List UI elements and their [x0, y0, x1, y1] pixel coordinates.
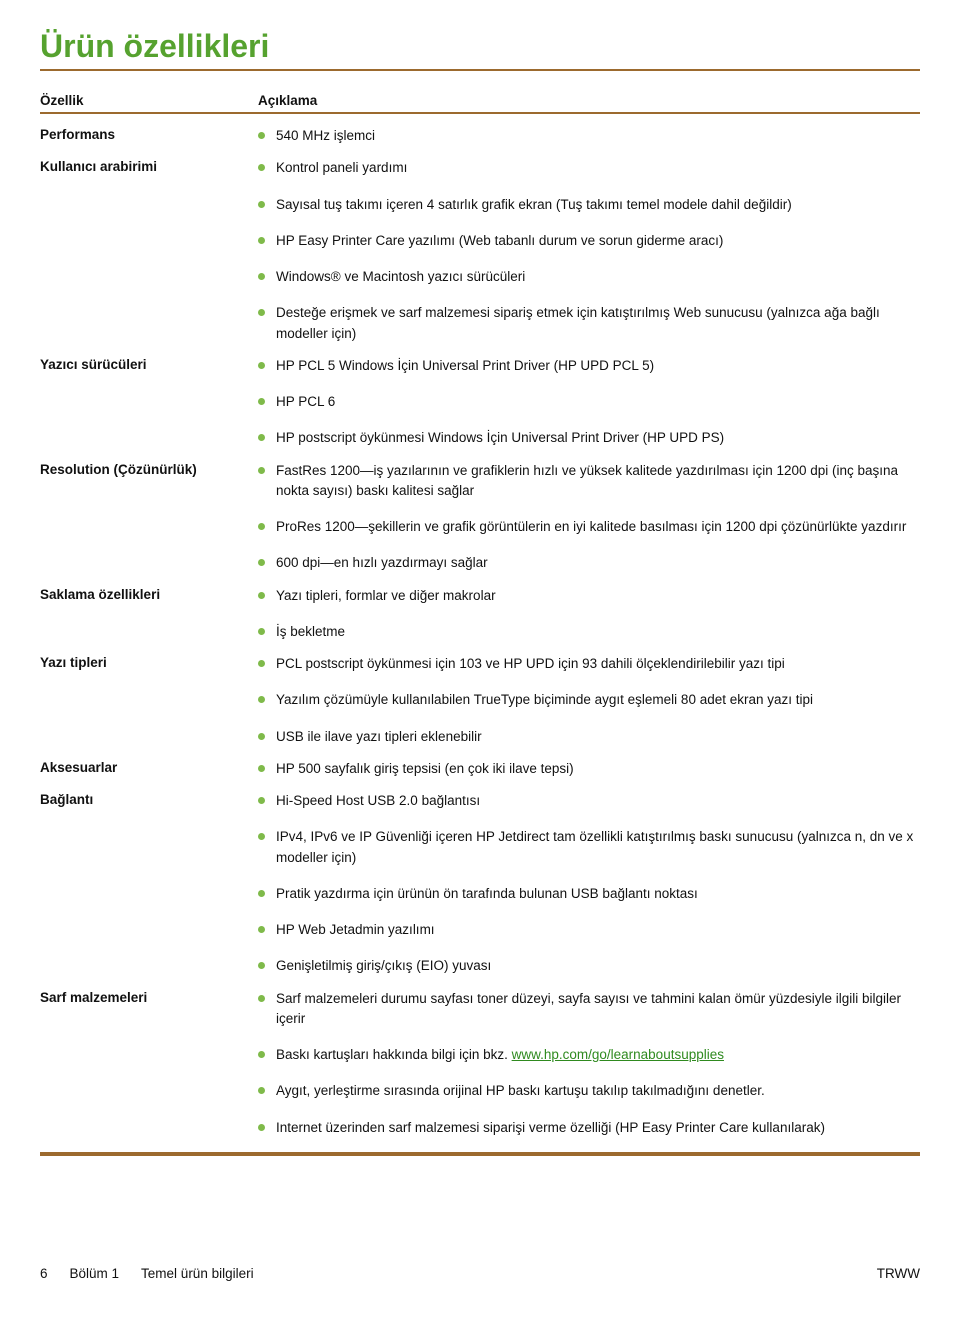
list-item: Aygıt, yerleştirme sırasında orijinal HP…: [258, 1081, 920, 1101]
list-item: HP PCL 5 Windows İçin Universal Print Dr…: [258, 356, 920, 376]
list-item: Internet üzerinden sarf malzemesi sipari…: [258, 1118, 920, 1138]
list-item: IPv4, IPv6 ve IP Güvenliği içeren HP Jet…: [258, 827, 920, 868]
table-row: Resolution (Çözünürlük)FastRes 1200—iş y…: [40, 457, 920, 582]
bullet-list: HP 500 sayfalık giriş tepsisi (en çok ik…: [258, 759, 920, 779]
list-item: FastRes 1200—iş yazılarının ve grafikler…: [258, 461, 920, 502]
bullet-list: Hi-Speed Host USB 2.0 bağlantısı IPv4, IP…: [258, 791, 920, 977]
row-label: Performans: [40, 126, 258, 152]
row-label: Bağlantı: [40, 791, 258, 983]
list-item: Pratik yazdırma için ürünün ön tarafında…: [258, 884, 920, 904]
row-label: Aksesuarlar: [40, 759, 258, 785]
row-label: Yazı tipleri: [40, 654, 258, 753]
table-row: Yazı tipleriPCL postscript öykünmesi içi…: [40, 650, 920, 755]
row-description: Yazı tipleri, formlar ve diğer makrolar İ…: [258, 586, 920, 649]
row-label: Resolution (Çözünürlük): [40, 461, 258, 580]
list-item: USB ile ilave yazı tipleri eklenebilir: [258, 727, 920, 747]
list-item: 600 dpi—en hızlı yazdırmayı sağlar: [258, 553, 920, 573]
list-item: Genişletilmiş giriş/çıkış (EIO) yuvası: [258, 956, 920, 976]
list-item: Hi-Speed Host USB 2.0 bağlantısı: [258, 791, 920, 811]
row-description: Kontrol paneli yardımı Sayısal tuş takımı…: [258, 158, 920, 350]
row-description: PCL postscript öykünmesi için 103 ve HP …: [258, 654, 920, 753]
header-col-description: Açıklama: [258, 93, 920, 108]
list-item: HP PCL 6: [258, 392, 920, 412]
title-rule: [40, 69, 920, 71]
table-row: Saklama özellikleriYazı tipleri, formlar…: [40, 582, 920, 651]
list-item: Sayısal tuş takımı içeren 4 satırlık gra…: [258, 195, 920, 215]
table-header-row: Özellik Açıklama: [40, 93, 920, 112]
table-row: Yazıcı sürücüleriHP PCL 5 Windows İçin U…: [40, 352, 920, 457]
row-description: FastRes 1200—iş yazılarının ve grafikler…: [258, 461, 920, 580]
list-item: Windows® ve Macintosh yazıcı sürücüleri: [258, 267, 920, 287]
list-item: Baskı kartuşları hakkında bilgi için bkz…: [258, 1045, 920, 1065]
table-row: Kullanıcı arabirimiKontrol paneli yardım…: [40, 154, 920, 352]
row-label: Kullanıcı arabirimi: [40, 158, 258, 350]
bullet-list: FastRes 1200—iş yazılarının ve grafikler…: [258, 461, 920, 574]
list-item: Yazı tipleri, formlar ve diğer makrolar: [258, 586, 920, 606]
bullet-list: Kontrol paneli yardımı Sayısal tuş takımı…: [258, 158, 920, 344]
list-item: Sarf malzemeleri durumu sayfası toner dü…: [258, 989, 920, 1030]
list-item: Kontrol paneli yardımı: [258, 158, 920, 178]
list-item: HP 500 sayfalık giriş tepsisi (en çok ik…: [258, 759, 920, 779]
row-label: Sarf malzemeleri: [40, 989, 258, 1144]
list-item: Desteğe erişmek ve sarf malzemesi sipari…: [258, 303, 920, 344]
bullet-list: Yazı tipleri, formlar ve diğer makrolar İ…: [258, 586, 920, 643]
table-row: AksesuarlarHP 500 sayfalık giriş tepsisi…: [40, 755, 920, 787]
row-description: Sarf malzemeleri durumu sayfası toner dü…: [258, 989, 920, 1144]
header-rule: [40, 112, 920, 114]
footer-right: TRWW: [877, 1266, 920, 1281]
list-item: 540 MHz işlemci: [258, 126, 920, 146]
footer-left: 6 Bölüm 1 Temel ürün bilgileri: [40, 1266, 254, 1281]
list-item: Yazılım çözümüyle kullanılabilen TrueTyp…: [258, 690, 920, 710]
end-rule: [40, 1152, 920, 1156]
row-description: HP PCL 5 Windows İçin Universal Print Dr…: [258, 356, 920, 455]
footer-chapter-label: Bölüm 1: [70, 1266, 120, 1281]
header-col-feature: Özellik: [40, 93, 258, 108]
row-label: Saklama özellikleri: [40, 586, 258, 649]
row-description: 540 MHz işlemci: [258, 126, 920, 152]
bullet-list: 540 MHz işlemci: [258, 126, 920, 146]
row-description: Hi-Speed Host USB 2.0 bağlantısı IPv4, IP…: [258, 791, 920, 983]
row-label: Yazıcı sürücüleri: [40, 356, 258, 455]
page: Ürün özellikleri Özellik Açıklama Perfor…: [0, 0, 960, 1303]
list-item: HP postscript öykünmesi Windows İçin Uni…: [258, 428, 920, 448]
bullet-list: PCL postscript öykünmesi için 103 ve HP …: [258, 654, 920, 747]
page-footer: 6 Bölüm 1 Temel ürün bilgileri TRWW: [40, 1266, 920, 1281]
bullet-list: HP PCL 5 Windows İçin Universal Print Dr…: [258, 356, 920, 449]
page-title: Ürün özellikleri: [40, 28, 920, 65]
row-description: HP 500 sayfalık giriş tepsisi (en çok ik…: [258, 759, 920, 785]
rows-container: Performans540 MHz işlemciKullanıcı arabi…: [40, 122, 920, 1146]
table-row: Sarf malzemeleriSarf malzemeleri durumu …: [40, 985, 920, 1146]
list-item: HP Web Jetadmin yazılımı: [258, 920, 920, 940]
table-row: Performans540 MHz işlemci: [40, 122, 920, 154]
table-row: BağlantıHi-Speed Host USB 2.0 bağlantısı…: [40, 787, 920, 985]
footer-chapter-title: Temel ürün bilgileri: [141, 1266, 254, 1281]
list-item: HP Easy Printer Care yazılımı (Web taban…: [258, 231, 920, 251]
bullet-list: Sarf malzemeleri durumu sayfası toner dü…: [258, 989, 920, 1138]
list-item: İş bekletme: [258, 622, 920, 642]
supplies-link[interactable]: www.hp.com/go/learnaboutsupplies: [512, 1047, 724, 1062]
footer-page-number: 6: [40, 1266, 48, 1281]
list-item: PCL postscript öykünmesi için 103 ve HP …: [258, 654, 920, 674]
list-item: ProRes 1200—şekillerin ve grafik görüntü…: [258, 517, 920, 537]
